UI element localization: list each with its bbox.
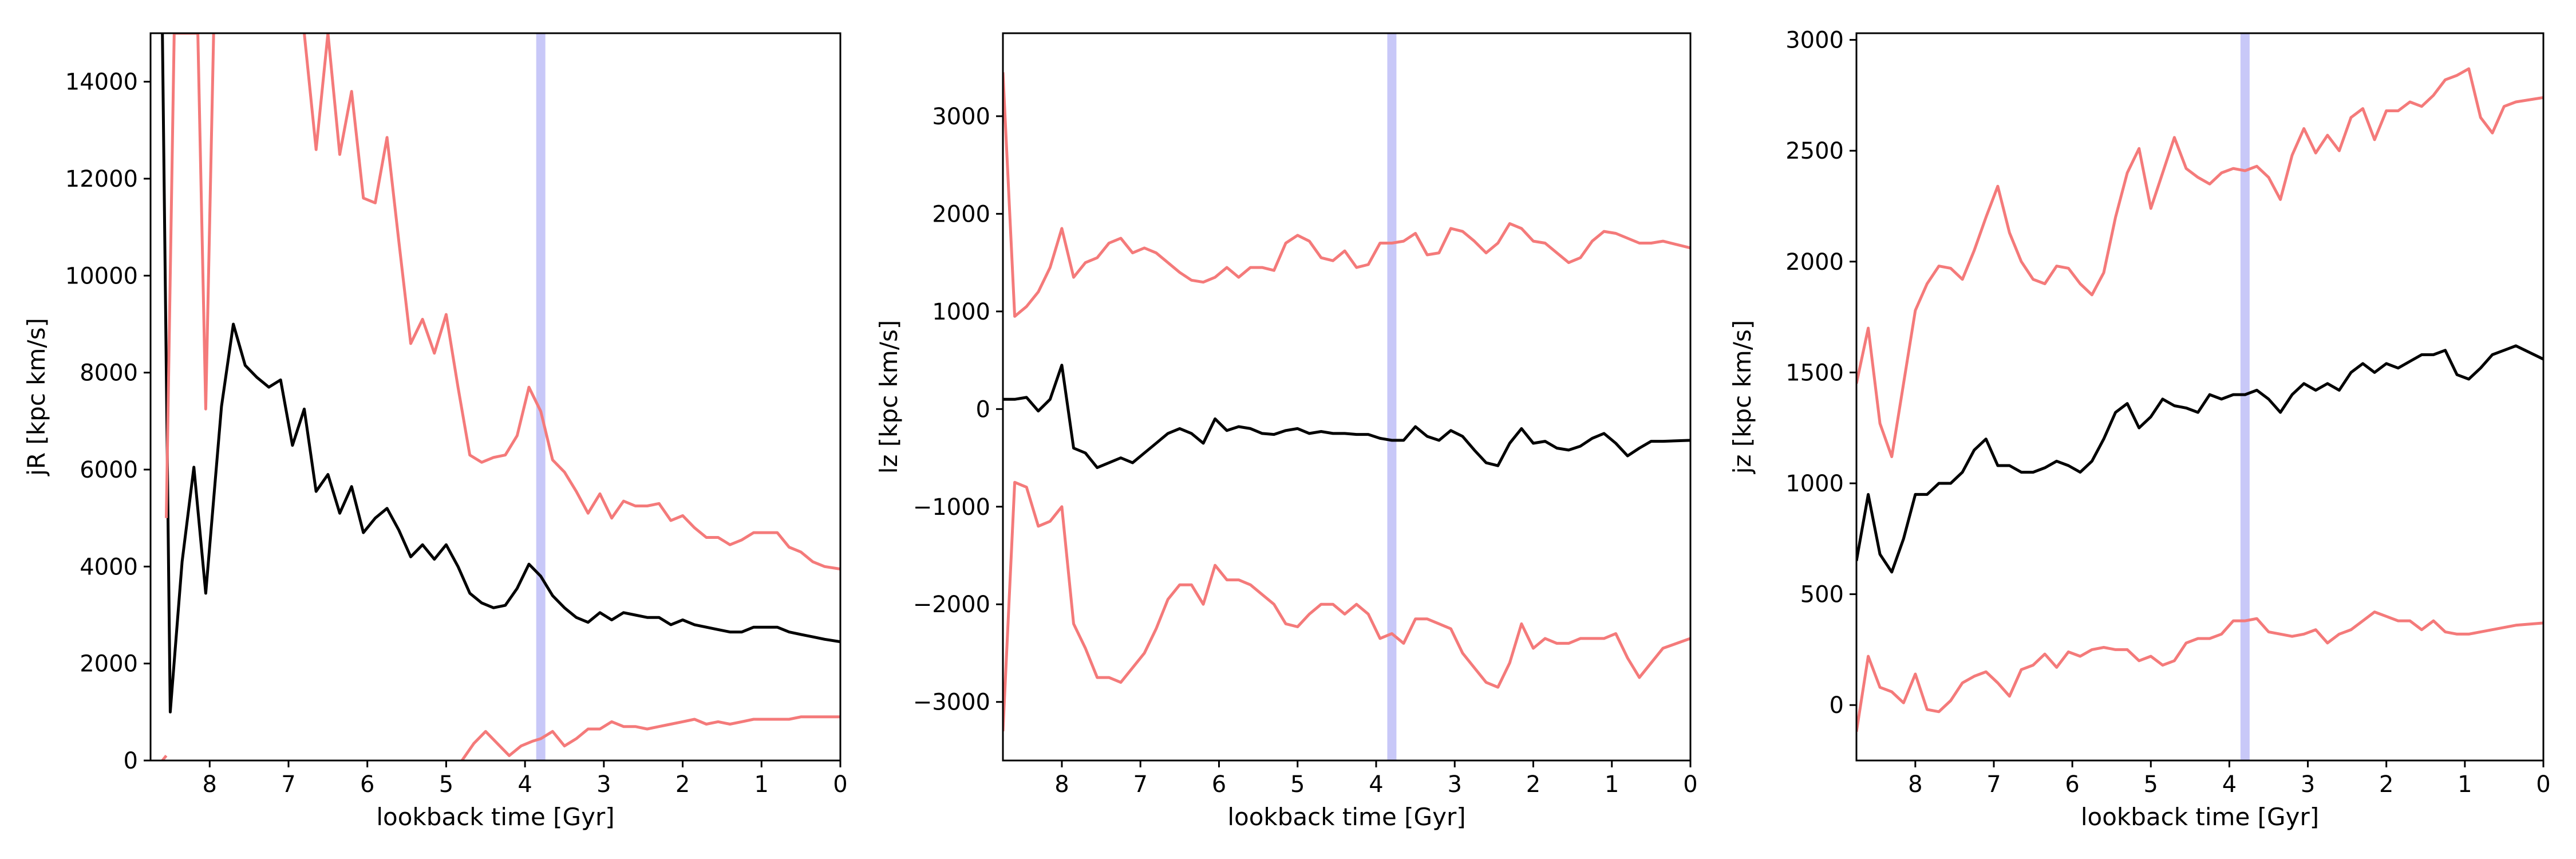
x-tick-label: 6	[1212, 771, 1226, 798]
bound-line-4	[460, 715, 840, 761]
y-tick-label: 1000	[1785, 471, 1844, 497]
x-tick-label: 6	[360, 771, 374, 798]
y-tick-label: 1500	[1785, 360, 1844, 386]
y-tick-label: 2000	[932, 201, 990, 227]
x-tick-label: 2	[2379, 771, 2393, 798]
x-tick-label: 8	[203, 771, 217, 798]
x-tick-label: 3	[596, 771, 611, 798]
x-tick-label: 0	[1683, 771, 1697, 798]
bound-line-3	[1003, 480, 1690, 732]
x-tick-label: 8	[1908, 771, 1922, 798]
x-tick-label: 5	[1290, 771, 1305, 798]
highlight-band	[1387, 33, 1397, 761]
x-tick-label: 0	[2536, 771, 2550, 798]
x-tick-label: 1	[754, 771, 769, 798]
x-tick-label: 2	[675, 771, 690, 798]
x-tick-label: 5	[439, 771, 453, 798]
y-tick-label: 1000	[932, 299, 990, 325]
y-tick-label: 8000	[80, 360, 138, 387]
axes-frame	[1855, 32, 2545, 762]
y-tick-label: 2500	[1785, 138, 1844, 164]
chart-panel-1: 8 7 6 5 4 3 2 1 0 0 2000 4000 6000 8000 10000 12000 1400…	[22, 32, 848, 831]
y-tick-label: 0	[124, 748, 138, 774]
y-axis-label: jR [kpc km/s]	[22, 318, 50, 476]
x-tick-label: 4	[2222, 771, 2237, 798]
y-axis-label: jz [kpc km/s]	[1728, 320, 1756, 475]
x-tick-label: 6	[2065, 771, 2079, 798]
x-tick-label: 7	[1133, 771, 1147, 798]
y-tick-label: 4000	[80, 554, 138, 580]
x-tick-label: 2	[1526, 771, 1540, 798]
x-tick-label: 5	[2144, 771, 2158, 798]
y-tick-label: 3000	[932, 104, 990, 130]
x-tick-label: 8	[1054, 771, 1069, 798]
x-axis-label: lookback time [Gyr]	[2081, 803, 2319, 831]
y-tick-label: 14000	[65, 69, 138, 96]
x-tick-label: 4	[1369, 771, 1383, 798]
y-tick-label: −1000	[913, 494, 990, 521]
x-axis-label: lookback time [Gyr]	[1227, 803, 1465, 831]
median-line-1	[1003, 364, 1690, 470]
x-tick-label: 3	[1448, 771, 1462, 798]
y-tick-label: −3000	[913, 689, 990, 716]
y-tick-label: 10000	[65, 263, 138, 289]
y-axis-label: lz [kpc km/s]	[875, 320, 903, 474]
x-tick-label: 4	[517, 771, 532, 798]
y-tick-label: −2000	[913, 592, 990, 618]
y-tick-label: 6000	[80, 457, 138, 483]
x-tick-label: 7	[281, 771, 295, 798]
chart-panel-2: 8 7 6 5 4 3 2 1 0 −3000 −2000 −1000 0 1000 2000 3000 loo…	[875, 32, 1698, 831]
median-line-1	[1856, 344, 2543, 574]
bound-line-3	[303, 33, 840, 571]
axes-frame	[1002, 32, 1692, 762]
x-tick-label: 0	[833, 771, 847, 798]
x-tick-label: 1	[2458, 771, 2472, 798]
y-tick-label: 0	[1830, 692, 1844, 719]
x-tick-label: 3	[2301, 771, 2315, 798]
bound-line-2	[165, 33, 215, 518]
y-tick-label: 2000	[80, 651, 138, 677]
chart-panel-3: 8 7 6 5 4 3 2 1 0 0 500 1000 1500 2000 2500 3000 lookbac…	[1728, 27, 2551, 831]
axes-frame	[149, 32, 841, 762]
y-tick-label: 0	[976, 396, 990, 423]
y-tick-label: 500	[1800, 582, 1844, 608]
bound-line-2	[1003, 72, 1690, 318]
bound-line-3	[1856, 610, 2543, 732]
y-tick-label: 3000	[1785, 27, 1844, 54]
x-tick-label: 1	[1605, 771, 1619, 798]
x-axis-label: lookback time [Gyr]	[376, 803, 614, 831]
x-tick-label: 7	[1986, 771, 2001, 798]
bound-line-2	[1856, 67, 2543, 458]
highlight-band	[2240, 33, 2250, 761]
highlight-band	[536, 33, 546, 761]
y-tick-label: 12000	[65, 166, 138, 192]
median-line-1	[161, 33, 840, 714]
y-tick-label: 2000	[1785, 249, 1844, 275]
